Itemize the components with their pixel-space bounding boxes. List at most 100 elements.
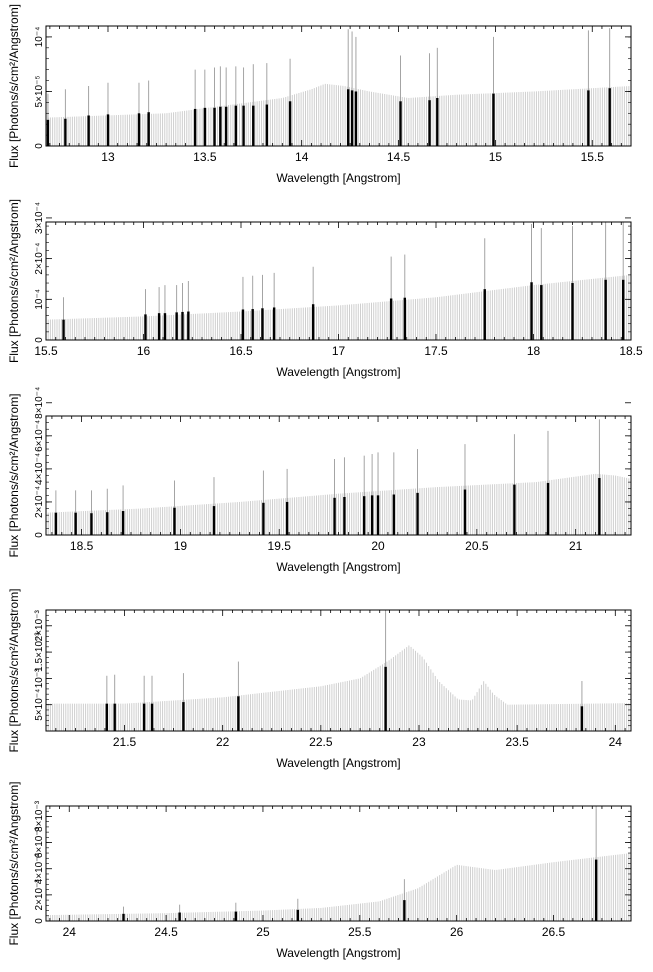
line-feature-3 (234, 902, 238, 921)
line-feature-8 (241, 276, 245, 340)
x-tick-label: 24.5 (154, 925, 178, 939)
line-feature-7 (384, 610, 387, 731)
line-bar (608, 88, 611, 146)
line-bar (106, 114, 110, 146)
line-feature-18 (350, 31, 354, 146)
x-tick-label: 17 (332, 344, 346, 358)
y-tick-label: 6×10⁻³ (34, 826, 45, 858)
line-bar (580, 706, 584, 731)
line-bar (403, 900, 406, 921)
line-bar (604, 279, 607, 340)
line-feature-4 (150, 675, 154, 731)
line-bar (483, 289, 486, 340)
line-bar (261, 308, 264, 340)
x-axis-title: Wavelength [Angstrom] (276, 365, 400, 379)
y-axis-title: Flux [Photons/s/cm²/Angstrom] (7, 781, 21, 945)
line-bar (175, 312, 178, 340)
line-feature-16 (530, 224, 533, 340)
line-bar (54, 512, 58, 535)
line-bar (62, 319, 65, 340)
line-feature-3 (157, 287, 161, 340)
line-bar (219, 106, 222, 146)
x-tick-label: 15 (489, 150, 503, 164)
plot-area (46, 806, 631, 921)
model-continuum (46, 473, 631, 535)
line-bar (288, 101, 292, 146)
line-feature-1 (62, 297, 65, 340)
line-bar (212, 506, 216, 535)
line-feature-4 (296, 898, 300, 921)
line-bar (241, 309, 245, 340)
line-bar (399, 101, 402, 146)
y-tick-label: 8×10⁻³ (34, 800, 45, 832)
line-feature-9 (251, 275, 254, 340)
line-feature-3 (142, 675, 146, 731)
y-tick-label: 2×10⁻⁴ (34, 243, 45, 275)
line-feature-17 (346, 29, 350, 146)
y-axis-title: Flux [Photons/s/cm²/Angstrom] (7, 393, 21, 557)
line-bar (121, 511, 125, 535)
line-feature-12 (234, 66, 238, 146)
line-feature-2 (113, 674, 116, 731)
line-feature-14 (252, 64, 255, 146)
x-tick-label: 16.5 (229, 344, 253, 358)
x-tick-label: 15.5 (581, 150, 605, 164)
line-bar (144, 314, 147, 340)
line-feature-19 (604, 222, 607, 340)
line-feature-15 (483, 238, 486, 340)
line-bar (178, 912, 181, 921)
line-bar (546, 482, 550, 535)
line-bar (587, 90, 590, 146)
line-bar (571, 283, 574, 340)
x-tick-label: 16 (137, 344, 151, 358)
line-feature-11 (272, 272, 276, 340)
x-tick-label: 24 (63, 925, 77, 939)
line-feature-1 (105, 675, 109, 731)
x-tick-label: 14.5 (387, 150, 411, 164)
y-axis-title: Flux [Photons/s/cm²/Angstrom] (7, 588, 21, 752)
line-bar (87, 115, 90, 146)
line-bar (463, 489, 467, 535)
line-feature-11 (343, 457, 346, 535)
y-tick-label: 10⁻⁴ (34, 27, 45, 48)
line-bar (213, 107, 216, 146)
line-bar (90, 513, 93, 535)
line-feature-10 (333, 458, 336, 535)
x-tick-label: 19 (174, 539, 188, 553)
x-tick-label: 18.5 (70, 539, 94, 553)
line-bar (428, 100, 431, 146)
line-feature-14 (403, 254, 406, 340)
line-bar (333, 497, 336, 535)
line-bar (384, 666, 387, 731)
x-tick-label: 23.5 (505, 735, 529, 749)
y-tick-label: 0 (34, 143, 45, 149)
line-feature-2 (64, 89, 67, 146)
line-bar (234, 105, 238, 146)
x-tick-label: 26 (450, 925, 464, 939)
line-bar (113, 703, 116, 731)
line-feature-9 (213, 67, 216, 146)
x-tick-label: 19.5 (268, 539, 292, 553)
line-feature-4 (163, 285, 167, 340)
panel-3: 18.5 19 19.5 20 20.5 21 0 2×10⁻⁴4×10⁻⁴6×10⁻⁴8×1… (7, 387, 632, 574)
panel-4: 21.5 22 22.5 23 23.5 24 5×10⁻⁴10⁻³1.5×10⁻³2×10… (7, 588, 632, 770)
line-bar (224, 106, 228, 146)
line-feature-8 (262, 470, 265, 535)
line-feature-1 (46, 93, 50, 146)
x-tick-label: 21.5 (113, 735, 137, 749)
line-bar (46, 119, 50, 146)
y-tick-label: 0 (34, 532, 45, 538)
line-feature-17 (463, 444, 467, 535)
line-feature-8 (203, 69, 207, 146)
line-bar (137, 113, 141, 146)
line-bar (622, 279, 625, 340)
line-bar (265, 104, 269, 146)
line-feature-24 (587, 30, 590, 146)
x-axis-title: Wavelength [Angstrom] (276, 560, 400, 574)
line-feature-12 (311, 266, 315, 340)
line-bar (242, 105, 245, 146)
line-bar (203, 107, 207, 146)
line-feature-2 (178, 904, 181, 921)
line-bar (416, 492, 419, 535)
